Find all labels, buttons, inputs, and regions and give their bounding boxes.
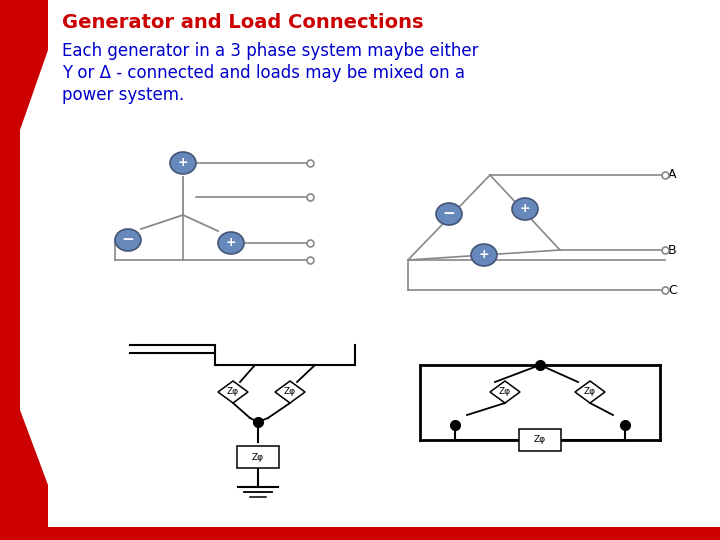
Ellipse shape [436,203,462,225]
Polygon shape [575,381,605,403]
Text: −: − [443,206,455,221]
Polygon shape [0,0,48,540]
Ellipse shape [512,198,538,220]
Text: C: C [668,284,677,296]
Text: A: A [668,168,677,181]
FancyBboxPatch shape [519,429,561,451]
Text: −: − [122,233,135,247]
Ellipse shape [471,244,497,266]
Text: Zφ: Zφ [499,388,511,396]
Text: B: B [668,244,677,256]
Text: Generator and Load Connections: Generator and Load Connections [62,13,423,32]
Text: +: + [225,237,236,249]
Text: Zφ: Zφ [284,388,296,396]
Text: Y or Δ - connected and loads may be mixed on a: Y or Δ - connected and loads may be mixe… [62,64,465,82]
Ellipse shape [170,152,196,174]
Polygon shape [218,381,248,403]
Text: Each generator in a 3 phase system maybe either: Each generator in a 3 phase system maybe… [62,42,479,60]
Text: Zφ: Zφ [252,453,264,462]
Text: +: + [520,202,531,215]
Polygon shape [0,527,720,540]
Text: Zφ: Zφ [534,435,546,444]
Text: +: + [178,157,189,170]
Ellipse shape [115,229,141,251]
Text: power system.: power system. [62,86,184,104]
Ellipse shape [218,232,244,254]
FancyBboxPatch shape [237,446,279,468]
Text: +: + [479,248,490,261]
Polygon shape [275,381,305,403]
Polygon shape [490,381,520,403]
Text: Zφ: Zφ [584,388,596,396]
Text: Zφ: Zφ [227,388,239,396]
